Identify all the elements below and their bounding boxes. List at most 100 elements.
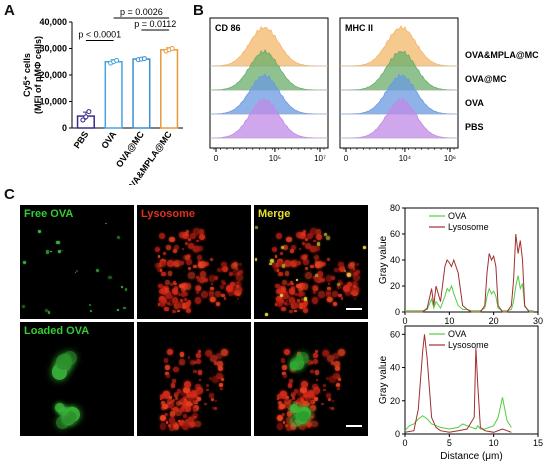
fluorescence-spot [301,302,308,308]
x-tick-label: 5 [447,438,452,448]
fluorescence-spot [229,271,234,276]
fluorescence-spot [173,366,179,373]
fluorescence-spot [222,266,229,273]
fluorescence-spot [180,291,186,298]
fluorescence-spot [159,423,166,430]
fluorescence-spot [291,244,297,250]
fluorescence-spot [175,409,182,417]
fluorescence-spot [334,365,340,371]
legend-label: OVA [448,329,466,339]
fluorescence-spot [154,262,160,269]
fluorescence-spot [208,275,215,282]
fluorescence-spot [269,262,272,265]
fluorescence-spot [254,258,258,261]
y-tick-label: 60 [390,229,400,239]
fluorescence-spot [297,291,303,298]
fluorescence-spot [235,274,243,282]
fluorescence-spot [313,239,316,243]
fluorescence-spot [345,290,352,297]
fluorescence-spot [304,393,308,398]
histogram-title: CD 86 [215,23,241,33]
data-point [83,114,89,120]
fluorescence-spot [296,354,304,362]
fluorescence-spot [338,261,344,268]
panel-label-c: C [4,186,15,203]
fluorescence-spot [195,387,203,394]
fluorescence-spot [215,302,221,307]
fluorescence-spot [316,270,324,278]
fluorescence-spot [294,309,297,313]
fluorescence-spot [195,358,202,364]
micro-loaded-ova-merge [254,322,368,436]
flow-histograms-b: CD 86 0 10⁵ 10⁷ MHC II 0 10⁴ 10⁶ OVA&MPLA@MC OVA@… [209,17,539,163]
fluorescence-spot [75,269,78,272]
fluorescence-spot [158,283,163,288]
fluorescence-spot [221,377,225,381]
fluorescence-spot [172,287,178,294]
scale-bar [346,425,362,427]
fluorescence-spot [352,284,357,289]
fluorescence-spot [310,415,314,419]
y-axis-label: Cy5⁺ cells [22,53,32,97]
fluorescence-spot [208,289,214,295]
fluorescence-spot [220,284,225,289]
fluorescence-spot [159,269,163,272]
fluorescence-spot [181,247,184,250]
fluorescence-spot [275,263,279,267]
fluorescence-spot [166,245,171,250]
fluorescence-spot [218,374,223,379]
fluorescence-spot [316,242,321,246]
fluorescence-spot [190,233,197,240]
fluorescence-spot [325,275,332,282]
legend-label: OVA&MPLA@MC [465,50,539,60]
category-label: OVA&MPLA@MC [123,129,174,185]
fluorescence-spot [285,292,288,295]
fluorescence-spot [356,270,361,275]
plot-frame [404,325,539,435]
y-tick-label: 20,000 [39,70,67,80]
fluorescence-spot [175,283,178,286]
fluorescence-spot [167,348,174,355]
fluorescence-spot [21,305,25,309]
fluorescence-spot [184,232,188,237]
fluorescence-spot [159,233,165,239]
fluorescence-spot [197,391,201,395]
fluorescence-spot [188,272,195,279]
fluorescence-spot [221,279,225,284]
legend-label: OVA@MC [465,74,507,84]
fluorescence-spot [239,270,244,275]
fluorescence-spot [164,306,169,312]
fluorescence-spot [295,283,301,289]
fluorescence-spot [124,288,127,291]
fluorescence-spot [210,286,214,291]
y-axis-label: Gray value [378,355,389,404]
fluorescence-spot [185,241,189,245]
fluorescence-spot [352,267,356,270]
y-axis-label: (MFI of pMΦ cells) [33,36,43,114]
fluorescence-spot [179,298,183,302]
fluorescence-spot [175,302,182,309]
data-point [114,57,120,63]
fluorescence-spot [186,229,190,233]
fluorescence-spot [289,287,295,294]
fluorescence-spot [322,384,326,388]
fluorescence-spot [301,232,305,237]
micro-free-ova-merge: Merge [254,205,368,319]
fluorescence-spot [190,360,196,366]
fluorescence-spot [205,349,212,357]
x-tick-label: 20 [489,316,499,325]
fluorescence-spot [61,249,64,252]
fluorescence-spot [283,260,291,268]
fluorescence-spot [201,291,208,298]
fluorescence-spot [284,302,288,306]
fluorescence-spot [289,399,292,402]
fluorescence-spot [334,361,340,367]
fluorescence-spot [167,401,174,409]
fluorescence-spot [203,277,208,283]
fluorescence-spot [196,397,201,402]
fluorescence-spot [331,276,336,280]
legend-label: PBS [465,122,484,132]
fluorescence-spot [296,298,300,302]
fluorescence-spot [274,303,277,306]
